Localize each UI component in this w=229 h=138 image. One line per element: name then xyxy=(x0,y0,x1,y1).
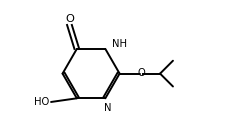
Text: O: O xyxy=(65,14,74,23)
Text: O: O xyxy=(137,68,144,78)
Text: N: N xyxy=(104,103,111,113)
Text: NH: NH xyxy=(111,39,126,49)
Text: HO: HO xyxy=(34,97,49,107)
